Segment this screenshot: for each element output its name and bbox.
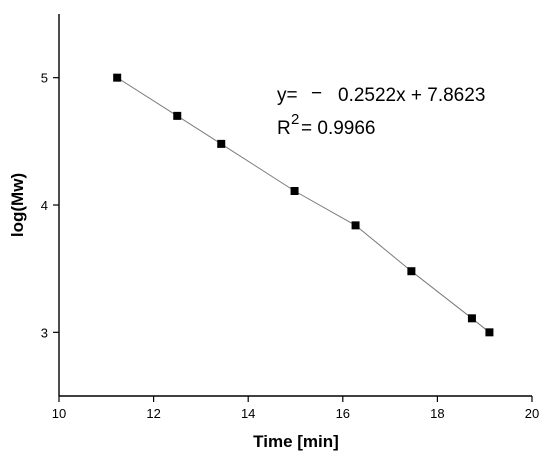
x-ticks: 10 12 14 16 18 20 (52, 396, 539, 421)
y-axis-title: log(Mw) (8, 173, 27, 237)
data-point-marker (485, 328, 494, 337)
x-tick-label: 20 (525, 406, 539, 421)
series-line (116, 77, 490, 333)
x-tick-label: 16 (336, 406, 350, 421)
data-point-marker (113, 73, 122, 82)
data-point-marker (407, 267, 416, 276)
regression-annotation: y= − 0.2522x + 7.8623 R 2 = 0.9966 (277, 83, 485, 139)
data-point-marker (173, 111, 182, 120)
r2-value: = 0.9966 (301, 118, 376, 139)
y-tick-label: 3 (41, 325, 48, 340)
y-tick-label: 4 (41, 198, 48, 213)
x-tick-label: 14 (241, 406, 255, 421)
series-group (113, 73, 494, 337)
r2-exponent: 2 (291, 111, 299, 128)
equation-minus: − (311, 83, 322, 104)
y-ticks: 3 4 5 (41, 71, 59, 340)
data-point-marker (351, 221, 360, 230)
x-tick-label: 10 (52, 406, 66, 421)
r2-base: R (277, 118, 291, 139)
x-tick-label: 12 (146, 406, 160, 421)
data-point-marker (217, 139, 226, 148)
axes (58, 14, 532, 397)
x-axis-title: Time [min] (253, 432, 339, 451)
equation-rest: 0.2522x + 7.8623 (338, 85, 485, 106)
equation-prefix: y= (277, 85, 298, 106)
data-point-marker (467, 314, 476, 323)
data-point-marker (290, 186, 299, 195)
markers (113, 73, 494, 337)
y-tick-label: 5 (41, 71, 48, 86)
x-tick-label: 18 (430, 406, 444, 421)
